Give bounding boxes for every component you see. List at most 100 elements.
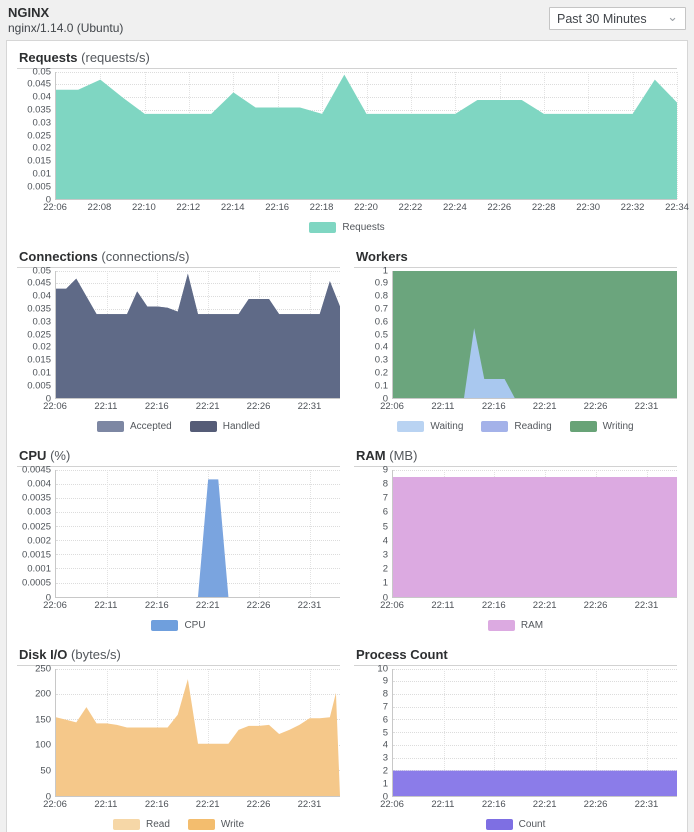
y-tick-label: 0 xyxy=(382,592,388,604)
gridline-vertical xyxy=(443,668,445,796)
x-tick-label: 22:12 xyxy=(176,201,201,213)
y-tick-label: 6 xyxy=(382,714,388,726)
disk-io-series-read-area xyxy=(56,678,340,796)
chart-cpu: CPU (%) 0.0045 0.004 0.0035 0.003 0.0025 0.00… xyxy=(17,445,340,635)
y-tick-label: 0 xyxy=(382,393,388,405)
process-count-area-svg xyxy=(393,770,677,796)
chart-workers: Workers 1 0.9 0.8 0.7 0.6 0.5 0.4 0.3 0.2 0.1 0 22… xyxy=(354,246,677,436)
chart-connections-legend: Accepted Handled xyxy=(17,418,340,436)
y-tick-label: 0.015 xyxy=(27,354,51,366)
chart-requests-title: Requests xyxy=(19,49,78,65)
workers-series-writing-area xyxy=(393,270,677,398)
x-tick-label: 22:11 xyxy=(431,599,455,611)
x-tick-label: 22:30 xyxy=(576,201,601,213)
chart-requests-header: Requests (requests/s) xyxy=(17,47,677,69)
legend-swatch xyxy=(309,222,337,234)
y-tick-label: 1 xyxy=(382,265,388,277)
x-tick-label: 22:16 xyxy=(481,798,506,810)
x-tick-label: 22:08 xyxy=(87,201,112,213)
chart-workers-title: Workers xyxy=(356,248,408,264)
gridline-horizontal xyxy=(393,681,677,683)
chart-disk-io-unit: (bytes/s) xyxy=(71,646,121,662)
x-tick-label: 22:31 xyxy=(297,400,322,412)
y-tick-label: 0.8 xyxy=(374,290,388,302)
gridline-vertical xyxy=(106,469,108,597)
chart-workers-header: Workers xyxy=(354,246,677,268)
chart-ram-legend: RAM xyxy=(354,617,677,635)
x-tick-label: 22:34 xyxy=(665,201,689,213)
x-tick-label: 22:06 xyxy=(380,400,404,412)
gridline-horizontal xyxy=(56,296,340,298)
chart-requests-xaxis: 22:06 22:08 22:10 22:12 22:14 22:16 22:18 22:20… xyxy=(43,201,689,216)
connections-series-handled-area xyxy=(56,273,340,398)
chart-workers-xaxis: 22:06 22:11 22:16 22:21 22:26 22:31 xyxy=(380,400,677,415)
legend-item-ram: RAM xyxy=(487,620,543,632)
y-tick-label: 0.4 xyxy=(374,341,388,353)
chart-process-count-xaxis: 22:06 22:11 22:16 22:21 22:26 22:31 xyxy=(380,798,677,813)
y-tick-label: 3 xyxy=(382,752,388,764)
y-tick-label: 0 xyxy=(45,393,51,405)
time-range-select[interactable]: Past 30 Minutes ⌄ xyxy=(549,7,686,30)
chart-row-4: Disk I/O (bytes/s) 250 200 150 100 50 0 22:06… xyxy=(17,644,677,832)
legend-label: CPU xyxy=(184,620,206,632)
y-tick-label: 0.0035 xyxy=(21,492,51,504)
legend-item-handled: Handled xyxy=(189,421,260,433)
legend-swatch xyxy=(187,819,215,831)
gridline-vertical xyxy=(258,469,260,597)
chart-cpu-header: CPU (%) xyxy=(17,445,340,467)
chart-process-count-legend: Count xyxy=(354,816,677,832)
ram-y-axis: 9 8 7 6 5 4 3 2 1 0 xyxy=(354,464,392,603)
workers-plot-area xyxy=(392,270,677,399)
connections-y-axis: 0.05 0.045 0.04 0.035 0.03 0.025 0.02 0.015 0.01… xyxy=(17,265,55,404)
chart-requests: Requests (requests/s) 0.05 0.045 0.04 0.035… xyxy=(17,47,689,237)
y-tick-label: 10 xyxy=(377,663,388,675)
legend-label: Accepted xyxy=(130,421,172,433)
y-tick-label: 0 xyxy=(382,791,388,803)
gridline-vertical xyxy=(494,668,496,796)
chart-disk-io-legend: Read Write xyxy=(17,816,340,832)
legend-swatch xyxy=(189,421,217,433)
gridline-vertical xyxy=(646,668,648,796)
y-tick-label: 8 xyxy=(382,688,388,700)
y-tick-label: 0.01 xyxy=(32,367,52,379)
y-tick-label: 0.03 xyxy=(32,316,52,328)
x-tick-label: 22:06 xyxy=(43,599,67,611)
y-tick-label: 7 xyxy=(382,492,388,504)
process-count-series-count-area xyxy=(393,770,677,796)
ram-series-ram-area xyxy=(393,476,677,597)
x-tick-label: 22:21 xyxy=(532,599,557,611)
gridline-horizontal xyxy=(393,668,677,670)
y-tick-label: 0.05 xyxy=(32,66,52,78)
legend-swatch xyxy=(485,819,513,831)
legend-label: Reading xyxy=(514,421,552,433)
x-tick-label: 22:11 xyxy=(431,400,455,412)
legend-item-write: Write xyxy=(187,819,244,831)
gridline-horizontal xyxy=(393,469,677,471)
gridline-horizontal xyxy=(56,526,340,528)
y-tick-label: 0.025 xyxy=(27,329,51,341)
chart-requests-plot: 0.05 0.045 0.04 0.035 0.03 0.025 0.02 0.015 0.01… xyxy=(17,66,678,205)
gridline-horizontal xyxy=(56,497,340,499)
legend-swatch xyxy=(397,421,425,433)
x-tick-label: 22:20 xyxy=(354,201,378,213)
chevron-down-icon: ⌄ xyxy=(667,8,678,24)
charts-panel: Requests (requests/s) 0.05 0.045 0.04 0.035… xyxy=(6,39,689,832)
y-tick-label: 0.02 xyxy=(32,142,52,154)
legend-swatch xyxy=(569,421,597,433)
x-tick-label: 22:11 xyxy=(431,798,455,810)
x-tick-label: 22:31 xyxy=(297,798,322,810)
chart-workers-legend: Waiting Reading Writing xyxy=(354,418,677,436)
requests-area-svg xyxy=(56,74,677,199)
y-tick-label: 0.05 xyxy=(32,265,52,277)
y-tick-label: 0.0045 xyxy=(21,464,51,476)
chart-requests-legend: Requests xyxy=(17,219,677,237)
x-tick-label: 22:26 xyxy=(246,798,271,810)
chart-cpu-unit: (%) xyxy=(50,447,71,463)
x-tick-label: 22:16 xyxy=(265,201,290,213)
x-tick-label: 22:31 xyxy=(634,798,659,810)
x-tick-label: 22:06 xyxy=(380,798,404,810)
y-tick-label: 2 xyxy=(382,765,388,777)
y-tick-label: 0 xyxy=(45,592,51,604)
chart-ram-unit: (MB) xyxy=(389,447,418,463)
chart-process-count-plot: 10 9 8 7 6 5 4 3 2 1 0 xyxy=(354,663,677,802)
